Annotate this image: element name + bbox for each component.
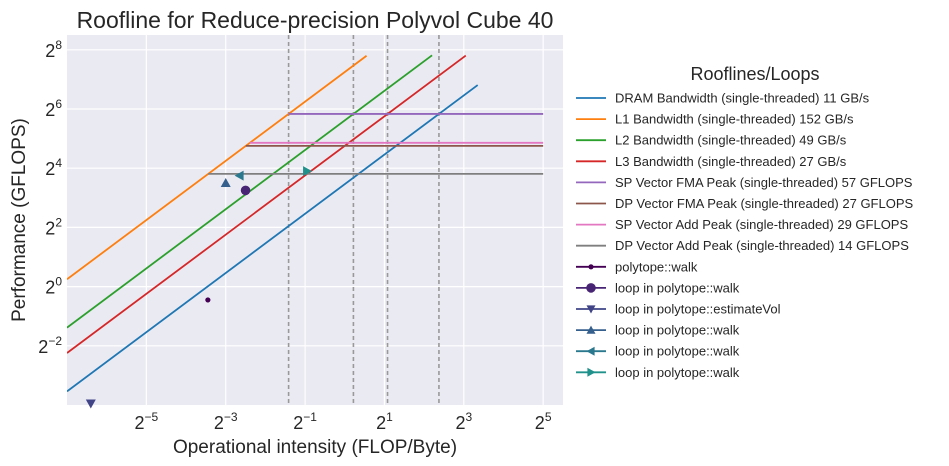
- y-tick-base: 2: [45, 41, 55, 61]
- legend-item-label: DP Vector FMA Peak (single-threaded) 27 …: [615, 196, 914, 211]
- x-tick-label: 21: [376, 410, 393, 433]
- marker-dot: [205, 297, 211, 303]
- x-tick-label: 25: [535, 410, 552, 433]
- legend-item-label: L2 Bandwidth (single-threaded) 49 GB/s: [615, 133, 847, 148]
- marker-triangle-up: [586, 325, 596, 334]
- y-tick-exponent: 6: [55, 97, 62, 111]
- x-tick-exponent: 5: [545, 410, 552, 424]
- y-tick-label: 2−2: [38, 334, 62, 357]
- x-tick-exponent: 1: [386, 410, 393, 424]
- marker-triangle-down: [85, 399, 96, 409]
- y-tick-label: 28: [45, 38, 62, 61]
- plot-area: [67, 35, 563, 405]
- grid: [67, 35, 563, 405]
- x-tick-exponent: −5: [145, 410, 159, 424]
- legend-item-label: SP Vector FMA Peak (single-threaded) 57 …: [615, 175, 913, 190]
- x-tick-label: 23: [455, 410, 472, 433]
- x-tick-label: 2−3: [214, 410, 238, 433]
- x-tick-exponent: −1: [303, 410, 317, 424]
- y-tick-label: 22: [45, 215, 62, 238]
- plot-content: [67, 35, 544, 409]
- y-tick-label: 24: [45, 156, 62, 179]
- legend-item-label: loop in polytope::walk: [615, 280, 740, 295]
- marker-circle: [586, 283, 596, 293]
- y-tick-label: 26: [45, 97, 62, 120]
- y-tick-base: 2: [38, 337, 48, 357]
- legend-item-label: polytope::walk: [615, 259, 698, 274]
- y-tick-base: 2: [45, 100, 55, 120]
- marker-triangle-right: [587, 367, 596, 377]
- y-tick-base: 2: [45, 278, 55, 298]
- y-tick-exponent: 2: [55, 215, 62, 229]
- marker-dot: [588, 264, 594, 270]
- x-tick-base: 2: [376, 413, 386, 433]
- x-tick-labels: 2−5 2−3 2−1 21 23 25: [135, 410, 552, 433]
- x-tick-exponent: −3: [224, 410, 238, 424]
- bandwidth-line: [67, 54, 467, 354]
- x-tick-base: 2: [135, 413, 145, 433]
- legend-item-label: loop in polytope::walk: [615, 365, 740, 380]
- y-tick-exponent: 0: [55, 275, 62, 289]
- x-tick-exponent: 3: [465, 410, 472, 424]
- x-tick-label: 2−1: [293, 410, 317, 433]
- legend: Rooflines/Loops DRAM Bandwidth (single-t…: [576, 64, 914, 380]
- legend-item-label: DRAM Bandwidth (single-threaded) 11 GB/s: [615, 91, 870, 106]
- marker-circle: [240, 185, 251, 196]
- x-tick-base: 2: [535, 413, 545, 433]
- bandwidth-line: [67, 55, 368, 280]
- legend-item-label: loop in polytope::walk: [615, 323, 740, 338]
- y-axis-label: Performance (GFLOPS): [9, 118, 30, 322]
- y-tick-label: 20: [45, 275, 62, 298]
- legend-item-label: DP Vector Add Peak (single-threaded) 14 …: [615, 238, 909, 253]
- chart-title: Roofline for Reduce-precision Polyvol Cu…: [77, 7, 554, 33]
- marker-triangle-down: [586, 305, 596, 314]
- marker-triangle-right: [303, 166, 313, 177]
- legend-item-label: loop in polytope::walk: [615, 344, 740, 359]
- marker-triangle-left: [234, 170, 244, 181]
- x-tick-base: 2: [214, 413, 224, 433]
- y-tick-exponent: 8: [55, 38, 62, 52]
- y-tick-exponent: 4: [55, 156, 62, 170]
- legend-item-label: L3 Bandwidth (single-threaded) 27 GB/s: [615, 154, 847, 169]
- x-tick-label: 2−5: [135, 410, 159, 433]
- y-tick-base: 2: [45, 218, 55, 238]
- legend-item-label: L1 Bandwidth (single-threaded) 152 GB/s: [615, 112, 854, 127]
- x-tick-base: 2: [293, 413, 303, 433]
- marker-triangle-up: [220, 178, 231, 187]
- legend-item-label: SP Vector Add Peak (single-threaded) 29 …: [615, 217, 908, 232]
- legend-title: Rooflines/Loops: [690, 64, 819, 84]
- x-axis-label: Operational intensity (FLOP/Byte): [173, 437, 457, 458]
- legend-item-label: loop in polytope::estimateVol: [615, 302, 781, 317]
- y-tick-base: 2: [45, 159, 55, 179]
- marker-triangle-left: [586, 346, 595, 356]
- plot-clipped: [67, 35, 544, 405]
- x-tick-base: 2: [455, 413, 465, 433]
- bandwidth-line: [67, 84, 479, 393]
- y-tick-exponent: −2: [48, 334, 62, 348]
